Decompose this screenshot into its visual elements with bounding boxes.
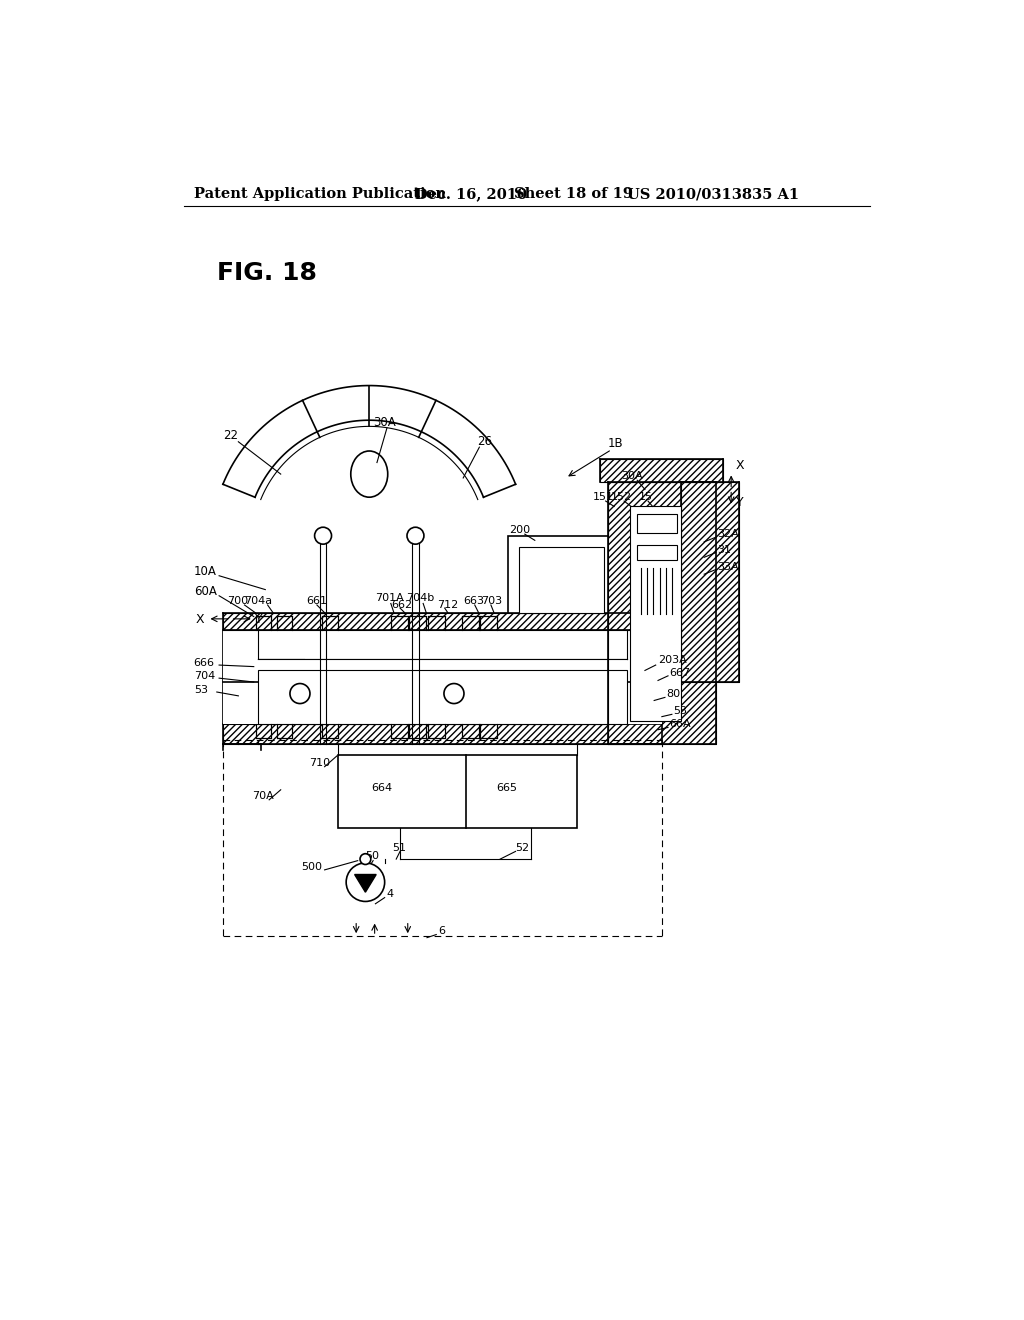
- Text: Sheet 18 of 19: Sheet 18 of 19: [514, 187, 633, 202]
- Text: 1B: 1B: [608, 437, 624, 450]
- Bar: [223, 725, 662, 743]
- Text: 665: 665: [497, 783, 517, 793]
- Bar: [608, 482, 716, 743]
- Text: 70A: 70A: [252, 791, 274, 801]
- Text: 52: 52: [515, 842, 529, 853]
- Text: 151: 151: [593, 492, 613, 502]
- Circle shape: [314, 527, 332, 544]
- Bar: [322, 725, 339, 738]
- Text: 26: 26: [477, 436, 493, 449]
- Text: 30A: 30A: [373, 416, 396, 429]
- Text: 15: 15: [639, 492, 652, 502]
- Bar: [637, 545, 677, 561]
- Bar: [681, 482, 739, 682]
- Bar: [480, 725, 497, 738]
- Text: Y: Y: [255, 614, 263, 627]
- Text: 203A: 203A: [658, 656, 687, 665]
- Bar: [339, 755, 578, 829]
- Text: 80: 80: [667, 689, 681, 698]
- Text: 700: 700: [226, 597, 248, 606]
- Text: Y: Y: [736, 496, 743, 510]
- Bar: [480, 615, 497, 630]
- Text: 703: 703: [481, 597, 502, 606]
- Circle shape: [360, 854, 371, 865]
- Text: 704: 704: [194, 671, 215, 681]
- Bar: [462, 615, 478, 630]
- Text: 704b: 704b: [407, 593, 434, 603]
- Text: 664: 664: [371, 783, 392, 793]
- Bar: [276, 725, 292, 738]
- Bar: [410, 615, 426, 630]
- Text: 712: 712: [437, 601, 459, 610]
- Text: 10A: 10A: [194, 565, 216, 578]
- Bar: [428, 615, 444, 630]
- Circle shape: [407, 527, 424, 544]
- Text: 31: 31: [717, 545, 731, 554]
- Bar: [223, 630, 258, 659]
- Bar: [630, 507, 681, 721]
- Bar: [391, 725, 408, 738]
- Text: 200: 200: [509, 524, 530, 535]
- Text: Dec. 16, 2010: Dec. 16, 2010: [416, 187, 527, 202]
- Bar: [258, 659, 628, 725]
- Bar: [637, 515, 677, 533]
- Bar: [276, 615, 292, 630]
- Text: 53: 53: [194, 685, 208, 694]
- Text: 32A: 32A: [717, 529, 739, 539]
- Bar: [256, 615, 271, 630]
- Bar: [258, 630, 304, 659]
- Text: 33A: 33A: [717, 561, 739, 572]
- Bar: [391, 615, 408, 630]
- Text: 66A: 66A: [670, 719, 691, 730]
- Text: 53: 53: [674, 706, 687, 717]
- Text: 710: 710: [309, 758, 331, 768]
- Bar: [628, 630, 662, 659]
- Text: 50: 50: [366, 851, 380, 861]
- Bar: [256, 725, 271, 738]
- Circle shape: [346, 863, 385, 902]
- Text: 6: 6: [438, 925, 445, 936]
- Text: Patent Application Publication: Patent Application Publication: [194, 187, 445, 202]
- Bar: [410, 725, 426, 738]
- Text: 4: 4: [386, 888, 393, 899]
- Text: US 2010/0313835 A1: US 2010/0313835 A1: [628, 187, 800, 202]
- Circle shape: [444, 684, 464, 704]
- Bar: [600, 459, 724, 482]
- Text: 704a: 704a: [245, 597, 272, 606]
- Polygon shape: [354, 875, 376, 892]
- Text: 661: 661: [306, 597, 327, 606]
- Text: 22: 22: [223, 429, 238, 442]
- Text: 667: 667: [670, 668, 690, 677]
- Text: FIG. 18: FIG. 18: [217, 261, 316, 285]
- Text: 500: 500: [301, 862, 323, 871]
- Text: 666: 666: [194, 657, 215, 668]
- Bar: [508, 536, 608, 612]
- Text: 662: 662: [391, 601, 412, 610]
- Text: 152: 152: [611, 492, 632, 502]
- Text: 51: 51: [392, 842, 407, 853]
- Text: X: X: [736, 459, 744, 473]
- Bar: [428, 725, 444, 738]
- Bar: [462, 725, 478, 738]
- Bar: [223, 630, 662, 725]
- Text: 701A: 701A: [376, 593, 404, 603]
- Text: X: X: [196, 614, 205, 627]
- Bar: [258, 671, 628, 725]
- Circle shape: [290, 684, 310, 704]
- Bar: [519, 548, 604, 612]
- Text: 663: 663: [463, 597, 484, 606]
- Bar: [223, 612, 662, 630]
- Text: 60A: 60A: [194, 585, 216, 598]
- Text: 30A: 30A: [621, 471, 643, 480]
- Bar: [322, 615, 339, 630]
